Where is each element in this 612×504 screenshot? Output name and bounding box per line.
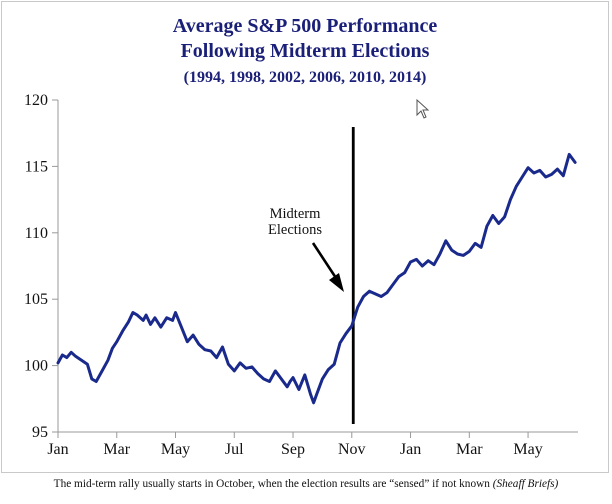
caption: The mid-term rally usually starts in Oct… (0, 478, 612, 490)
chart: Average S&P 500 Performance Following Mi… (24, 15, 578, 458)
x-tick-label: May (513, 441, 542, 458)
x-tick-label: Jan (400, 441, 421, 458)
y-axis: 95 100 105 110 115 120 (24, 92, 59, 441)
x-tick-label: May (161, 441, 190, 458)
mouse-cursor-icon (416, 98, 430, 119)
chart-title-line2: Following Midterm Elections (181, 40, 430, 62)
x-tick-label: Jul (225, 441, 244, 458)
chart-subtitle: (1994, 1998, 2002, 2006, 2010, 2014) (184, 69, 427, 86)
annotation-arrowhead (329, 273, 344, 292)
y-tick-label: 105 (24, 291, 48, 308)
annotation: Midterm Elections (268, 206, 344, 292)
y-tick-label: 110 (25, 225, 48, 242)
caption-text: The mid-term rally usually starts in Oct… (53, 478, 490, 490)
y-tick-label: 95 (32, 424, 48, 441)
chart-frame: Average S&P 500 Performance Following Mi… (1, 1, 609, 473)
y-tick-label: 120 (24, 92, 48, 109)
annotation-arrow-shaft (311, 242, 338, 279)
caption-source: (Sheaff Briefs) (492, 478, 559, 490)
annotation-line1: Midterm (270, 206, 321, 222)
series-line (56, 152, 577, 405)
x-axis: Jan Mar May Jul Sep Nov Jan Mar May (47, 431, 578, 458)
x-tick-label: Mar (456, 441, 483, 458)
series-layer (56, 152, 577, 405)
y-tick-label: 100 (24, 358, 48, 375)
y-tick-label: 115 (25, 158, 48, 175)
x-tick-label: Sep (281, 441, 305, 458)
x-tick-label: Jan (47, 441, 68, 458)
chart-title: Average S&P 500 Performance (173, 15, 438, 37)
x-tick-label: Mar (103, 441, 130, 458)
annotation-line2: Elections (268, 222, 322, 238)
x-tick-label: Nov (338, 441, 366, 458)
